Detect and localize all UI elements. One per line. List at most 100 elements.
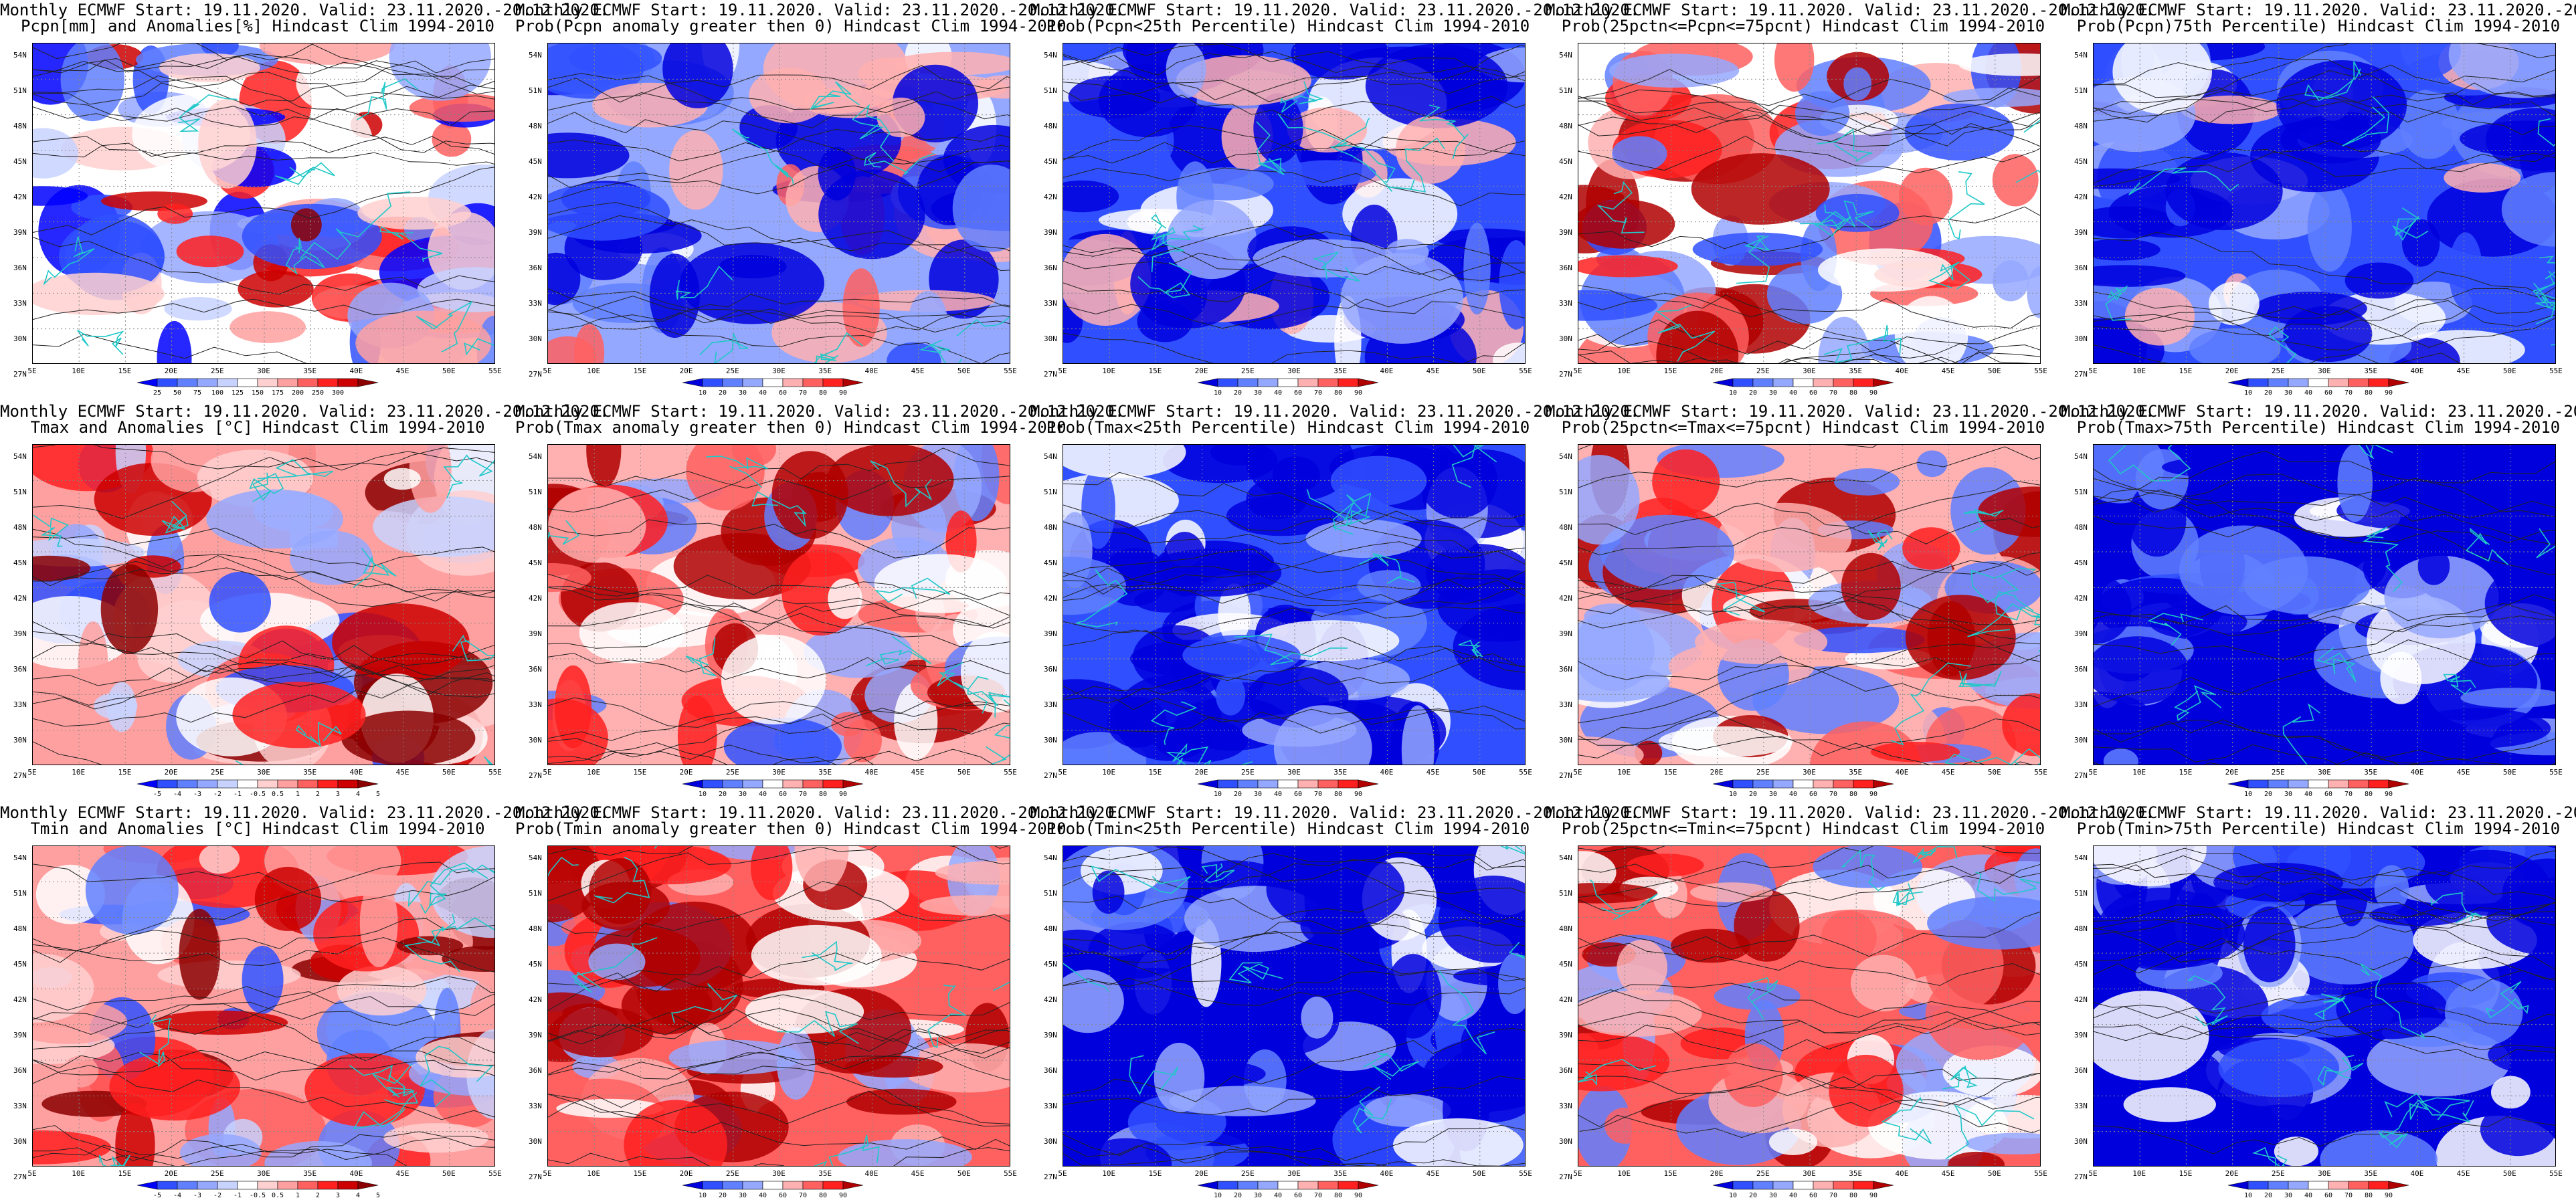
field-blob <box>2417 546 2450 585</box>
isoline <box>2094 1024 2555 1062</box>
forecast-field-svg <box>548 846 1010 1166</box>
coastline <box>675 266 733 300</box>
coastline <box>1912 846 1958 864</box>
field-blob <box>1947 1151 2005 1166</box>
field-blob <box>549 1007 654 1058</box>
panel-title-line2: Pcpn[mm] and Anomalies[%] Hindcast Clim … <box>20 17 494 35</box>
lat-tick-label: 36N <box>2074 264 2088 272</box>
field-blob <box>2094 265 2186 287</box>
field-blob <box>960 631 1010 713</box>
colorbar-segment <box>742 779 763 789</box>
isoline <box>2094 855 2555 920</box>
field-blob <box>2448 232 2483 310</box>
isoline <box>1063 279 1525 318</box>
lat-tick-label: 48N <box>1559 924 1572 933</box>
colorbar-svg <box>1197 378 1379 387</box>
lon-tick-label: 35E <box>818 768 832 777</box>
lat-tick-label: 39N <box>13 629 27 638</box>
field-blob <box>2274 1136 2318 1166</box>
field-blob <box>1340 253 1463 344</box>
lon-tick-label: 50E <box>957 1169 971 1178</box>
isoline <box>548 573 1010 629</box>
field-blob <box>1600 514 1734 590</box>
forecast-map <box>547 444 1010 765</box>
lon-tick-label: 10E <box>1102 768 1116 777</box>
forecast-field-svg <box>2094 846 2555 1166</box>
coastline <box>986 699 1010 765</box>
lat-tick-label: 30N <box>1559 1137 1572 1146</box>
lat-tick-label: 36N <box>13 665 27 674</box>
coastline <box>1509 942 1525 959</box>
lon-tick-label: 20E <box>164 1169 178 1178</box>
field-blob <box>2103 748 2138 765</box>
colorbar-segment <box>237 1181 258 1190</box>
field-blob <box>1898 167 1953 225</box>
colorbar <box>136 779 379 789</box>
colorbar-svg <box>682 378 864 387</box>
colorbar-label: 80 <box>1849 1192 1858 1199</box>
field-blob <box>1081 466 1115 549</box>
colorbar-label: -4 <box>173 1192 182 1199</box>
lat-tick-label: 30N <box>13 334 27 343</box>
field-blob <box>1166 200 1257 280</box>
lon-tick-label: 50E <box>442 768 456 777</box>
colorbar-segment <box>722 779 743 789</box>
lat-tick-label: 48N <box>1559 122 1572 130</box>
isoline <box>548 952 1010 1011</box>
lat-tick-label: 30N <box>1559 736 1572 744</box>
colorbar-label: 40 <box>758 791 767 798</box>
colorbar-label: 30 <box>2284 791 2293 798</box>
colorbar-arrow <box>2388 378 2409 387</box>
lon-tick-label: 45E <box>395 1169 409 1178</box>
field-blob <box>179 908 220 1000</box>
lon-tick-label: 35E <box>2364 367 2378 375</box>
field-blob <box>2094 636 2189 705</box>
isoline <box>33 1060 494 1120</box>
coastline <box>1333 118 1396 183</box>
field-blob <box>1958 53 2040 76</box>
colorbar-segment <box>1853 779 1874 789</box>
panel-title-line1: Monthly ECMWF Start: 19.11.2020. Valid: … <box>515 1 1125 19</box>
lon-tick-label: 35E <box>1849 367 1863 375</box>
lon-tick-label: 25E <box>1240 768 1255 777</box>
field-blob <box>1141 548 1282 597</box>
lat-tick-label: 39N <box>1044 629 1057 638</box>
field-blob <box>153 1010 288 1035</box>
isoline <box>1578 846 1873 898</box>
lon-tick-label: 20E <box>1194 1169 1208 1178</box>
lon-tick-label: 30E <box>2318 367 2331 375</box>
coastline <box>2485 981 2529 1019</box>
lat-tick-label: 45N <box>529 960 542 969</box>
isoline <box>548 1047 1010 1080</box>
field-blob <box>1162 445 1278 484</box>
coastline <box>751 491 808 528</box>
isoline <box>2094 64 2555 123</box>
lon-tick-label: 10E <box>2132 1169 2146 1178</box>
colorbar-segment <box>1792 378 1814 387</box>
isoline <box>1063 567 1525 607</box>
field-blob <box>359 878 398 967</box>
lat-tick-label: 48N <box>2074 924 2088 933</box>
colorbar-label: 175 <box>271 389 284 397</box>
lat-tick-label: 39N <box>1559 1031 1572 1039</box>
panel-title-line2: Prob(Pcpn<25th Percentile) Hindcast Clim… <box>1046 17 1530 35</box>
field-blob <box>1695 619 1828 664</box>
lon-tick-label: 5E <box>543 768 552 777</box>
lat-tick-label: 27N <box>2074 771 2088 780</box>
panel-title-line2: Prob(Tmax anomaly greater then 0) Hindca… <box>515 418 1067 437</box>
isoline <box>1578 1011 2040 1038</box>
isoline <box>1063 930 1525 982</box>
lat-tick-label: 48N <box>13 924 27 933</box>
isoline <box>2094 744 2339 765</box>
field-blob <box>548 563 591 593</box>
field-blob <box>264 1141 372 1166</box>
lat-tick-label: 45N <box>2074 960 2088 969</box>
colorbar-label: 10 <box>1728 1192 1738 1199</box>
lon-tick-label: 10E <box>1617 1169 1631 1178</box>
colorbar-segment <box>1752 779 1774 789</box>
isoline <box>2094 1026 2555 1051</box>
isoline <box>2094 286 2555 322</box>
lat-tick-label: 54N <box>1559 854 1572 862</box>
forecast-field-svg <box>548 445 1010 765</box>
lon-tick-label: 25E <box>1240 367 1255 375</box>
